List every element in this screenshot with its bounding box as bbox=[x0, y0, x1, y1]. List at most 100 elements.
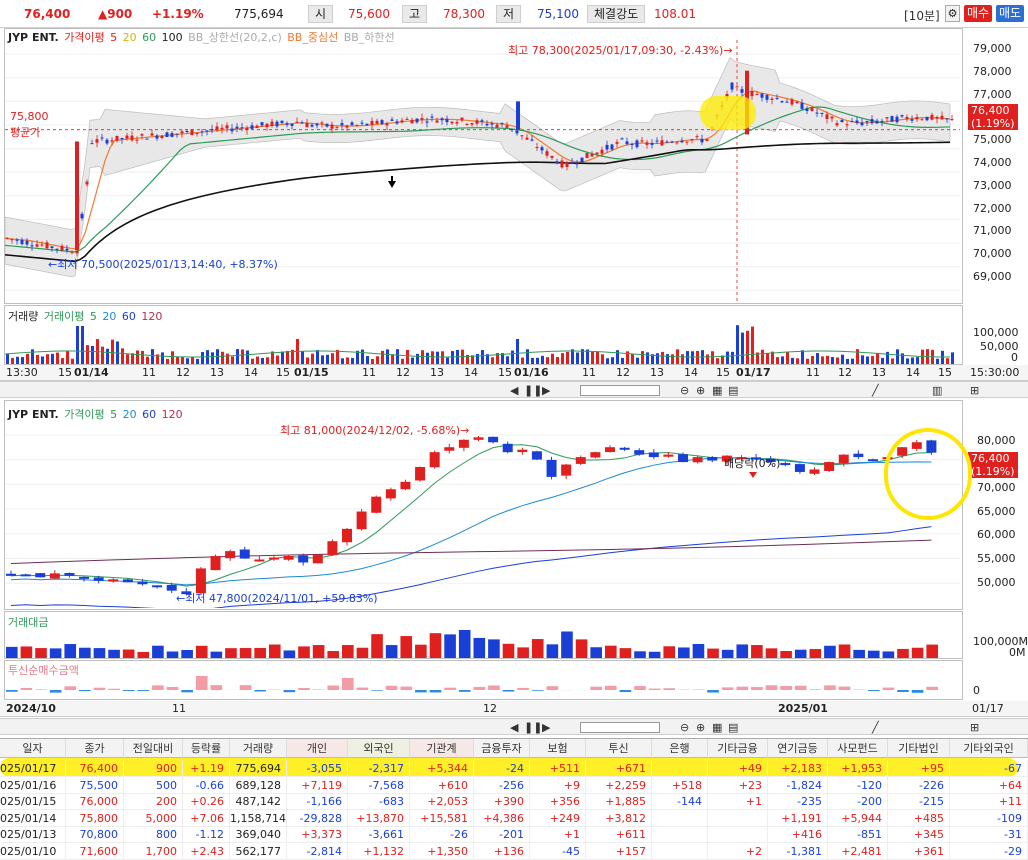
trust-bar bbox=[780, 686, 792, 690]
trust-bar bbox=[415, 690, 427, 692]
trust-bar bbox=[6, 690, 18, 692]
candle-body bbox=[286, 123, 289, 125]
daily-x-2025-01: 2025/01 bbox=[778, 702, 828, 715]
daily-settings-icon[interactable]: ▤ bbox=[728, 721, 738, 734]
candle-body bbox=[826, 114, 829, 119]
candle-body bbox=[221, 128, 224, 129]
daily-candle-body bbox=[590, 452, 600, 457]
daily-candle-body bbox=[108, 579, 118, 581]
scroll-left-icon[interactable]: ◀ bbox=[510, 384, 518, 397]
draw-line-icon[interactable]: ╱ bbox=[872, 384, 879, 397]
daily-grid-icon[interactable]: ▦ bbox=[712, 721, 722, 734]
daily-pause-icon[interactable]: ❚❚ bbox=[524, 721, 542, 734]
period-icon[interactable]: ⊞ bbox=[970, 384, 979, 397]
toggle-table-icon[interactable]: ▥ bbox=[932, 384, 942, 397]
table-header[interactable]: 기타금융 bbox=[708, 739, 768, 758]
interval-selector[interactable]: [10분] bbox=[904, 7, 940, 24]
daily-y-tick: 70,000 bbox=[977, 481, 1016, 494]
daily-scroll-left-icon[interactable]: ◀ bbox=[510, 721, 518, 734]
table-header[interactable]: 기관계 bbox=[410, 739, 474, 758]
intraday-price-axis: 79,00078,00077,00076,00075,00074,00073,0… bbox=[962, 28, 1028, 304]
amount-bar bbox=[196, 646, 208, 658]
sell-button[interactable]: 매도 bbox=[996, 5, 1024, 22]
candle-body bbox=[521, 135, 524, 136]
table-cell bbox=[652, 826, 708, 843]
table-header[interactable]: 전일대비 bbox=[124, 739, 183, 758]
volume-bar bbox=[936, 359, 939, 364]
table-header[interactable]: 기타외국인 bbox=[950, 739, 1028, 758]
volume-bar bbox=[906, 358, 909, 364]
volume-bar bbox=[126, 354, 129, 364]
table-header[interactable]: 종가 bbox=[66, 739, 124, 758]
table-header[interactable]: 외국인 bbox=[348, 739, 410, 758]
settings-icon[interactable]: ▤ bbox=[728, 384, 738, 397]
volume-bar bbox=[846, 359, 849, 364]
zoom-slider[interactable] bbox=[580, 385, 660, 396]
daily-y-tick: 50,000 bbox=[977, 576, 1016, 589]
volume-bar bbox=[351, 358, 354, 364]
volume-bar bbox=[706, 354, 709, 364]
daily-zoom-in-icon[interactable]: ⊕ bbox=[696, 721, 705, 734]
table-cell: +2,481 bbox=[828, 843, 888, 860]
price-change: ▲900 bbox=[98, 7, 132, 21]
table-header[interactable]: 일자 bbox=[0, 739, 66, 758]
volume-bar bbox=[831, 357, 834, 364]
table-header[interactable]: 금융투자 bbox=[474, 739, 530, 758]
table-header[interactable]: 보험 bbox=[530, 739, 586, 758]
candle-body bbox=[126, 136, 129, 139]
intraday-x-label: 15 bbox=[938, 366, 952, 379]
daily-price-tag: 76,400 (1.19%) bbox=[968, 452, 1018, 478]
avg-price-value: 75,800 bbox=[10, 110, 49, 123]
candle-body bbox=[56, 249, 59, 250]
pause-icon[interactable]: ❚❚ bbox=[524, 384, 542, 397]
intraday-y-tick: 75,000 bbox=[973, 133, 1012, 146]
table-header[interactable]: 기타법인 bbox=[888, 739, 950, 758]
amount-bar bbox=[897, 649, 909, 658]
candle-body bbox=[926, 117, 929, 120]
daily-period-icon[interactable]: ⊞ bbox=[970, 721, 979, 734]
trust-bar bbox=[79, 690, 91, 691]
bollinger-band bbox=[5, 58, 950, 277]
grid-icon[interactable]: ▦ bbox=[712, 384, 722, 397]
daily-zoom-out-icon[interactable]: ⊖ bbox=[680, 721, 689, 734]
candle-body bbox=[446, 119, 449, 122]
table-header[interactable]: 사모펀드 bbox=[828, 739, 888, 758]
candle-body bbox=[211, 129, 214, 130]
table-header[interactable]: 연기금등 bbox=[768, 739, 828, 758]
table-cell: -0.66 bbox=[183, 777, 230, 794]
volume-bar bbox=[421, 350, 424, 364]
buy-button[interactable]: 매수 bbox=[964, 5, 992, 22]
candle-body bbox=[11, 239, 14, 240]
candle-body bbox=[841, 120, 844, 122]
table-cell: +1,191 bbox=[768, 810, 828, 827]
table-header[interactable]: 은행 bbox=[652, 739, 708, 758]
zoom-out-icon[interactable]: ⊖ bbox=[680, 384, 689, 397]
table-header[interactable]: 거래량 bbox=[230, 739, 287, 758]
scroll-right-icon[interactable]: ▶ bbox=[542, 384, 550, 397]
volume-bar bbox=[181, 357, 184, 364]
zoom-in-icon[interactable]: ⊕ bbox=[696, 384, 705, 397]
candle-body bbox=[251, 125, 254, 129]
table-cell: -29,828 bbox=[287, 810, 348, 827]
candle-body bbox=[621, 138, 624, 139]
table-header[interactable]: 등락률 bbox=[183, 739, 230, 758]
daily-scroll-right-icon[interactable]: ▶ bbox=[542, 721, 550, 734]
table-header[interactable]: 투신 bbox=[586, 739, 652, 758]
daily-zoom-slider[interactable] bbox=[580, 722, 660, 733]
gear-icon[interactable]: ⚙ bbox=[945, 5, 960, 22]
daily-draw-line-icon[interactable]: ╱ bbox=[872, 721, 879, 734]
candle-body bbox=[61, 246, 64, 251]
candle-body bbox=[191, 129, 194, 135]
amount-bar bbox=[50, 648, 62, 658]
daily-candle-chart[interactable] bbox=[5, 420, 960, 608]
high-value: 78,300 bbox=[443, 7, 485, 21]
volume-bar bbox=[201, 352, 204, 364]
volume-bar bbox=[801, 350, 804, 364]
candle-body bbox=[51, 246, 54, 248]
candle-body bbox=[16, 240, 19, 241]
volume-bar bbox=[321, 355, 324, 364]
table-header[interactable]: 개인 bbox=[287, 739, 348, 758]
daily-chart-toolbar: ◀ ❚❚ ▶ ⊖ ⊕ ▦ ▤ ╱ ⊞ bbox=[0, 718, 1028, 735]
table-cell: +15,581 bbox=[410, 810, 474, 827]
candle-body bbox=[146, 139, 149, 140]
